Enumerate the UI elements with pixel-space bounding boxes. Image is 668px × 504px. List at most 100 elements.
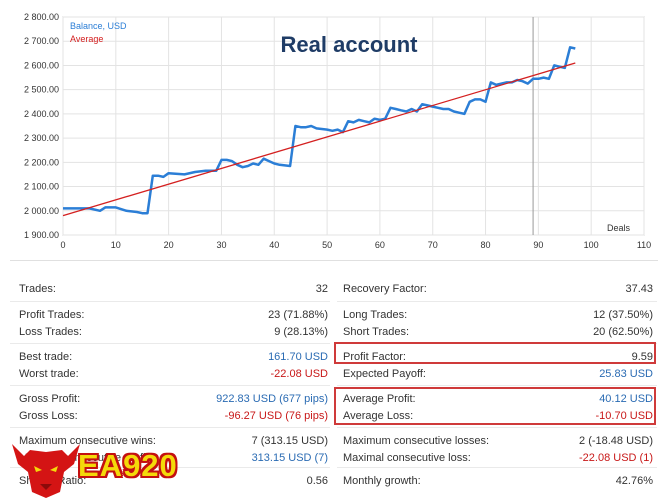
stat-row: Worst trade: -22.08 USD: [10, 366, 330, 383]
stats-divider: [10, 301, 330, 302]
stat-value: 313.15 USD (7): [251, 452, 328, 464]
x-tick-label: 100: [584, 240, 599, 250]
y-tick-label: 2 400.00: [24, 109, 59, 119]
stat-label: Average Profit:: [343, 393, 416, 405]
stat-row: Expected Payoff: 25.83 USD: [337, 366, 657, 383]
x-tick-label: 60: [375, 240, 385, 250]
plot-area: [62, 16, 645, 236]
stat-label: Best trade:: [19, 351, 73, 363]
x-tick-label: 30: [216, 240, 226, 250]
stat-label: Expected Payoff:: [343, 368, 426, 380]
stat-label: Maximum consecutive wins:: [19, 435, 156, 447]
x-tick-label: 10: [111, 240, 121, 250]
stats-divider: [10, 467, 330, 468]
stats-divider: [337, 385, 657, 386]
stat-value: 37.43: [625, 283, 653, 295]
stat-row: Average Profit: 40.12 USD: [337, 391, 657, 408]
y-tick-label: 2 200.00: [24, 157, 59, 167]
y-tick-label: 2 800.00: [24, 12, 59, 22]
stat-row: Maximum consecutive losses: 2 (-18.48 USD…: [337, 433, 657, 450]
stat-row: Profit Factor: 9.59: [337, 349, 657, 366]
stat-row: Monthly growth: 42.76%: [337, 473, 657, 490]
stat-row: Average Loss: -10.70 USD: [337, 408, 657, 425]
stat-value: 23 (71.88%): [268, 309, 328, 321]
y-axis: 1 900.00 2 000.00 2 100.00 2 200.00 2 300.00…: [24, 12, 59, 240]
stat-row: Profit Trades: 23 (71.88%): [10, 307, 330, 324]
stats-divider: [10, 427, 330, 428]
chart-legend: Balance, USD Average: [70, 21, 127, 44]
stat-row: Loss Trades: 9 (28.13%): [10, 324, 330, 341]
stat-label: Gross Profit:: [19, 393, 81, 405]
bull-head-icon: [12, 444, 80, 498]
stat-label: Average Loss:: [343, 410, 414, 422]
stat-label: Monthly growth:: [343, 475, 421, 487]
stat-label: Worst trade:: [19, 368, 79, 380]
x-tick-label: 110: [637, 240, 651, 250]
stat-row: Best trade: 161.70 USD: [10, 349, 330, 366]
stat-label: Maximum consecutive losses:: [343, 435, 490, 447]
stats-divider: [337, 427, 657, 428]
x-tick-label: 90: [533, 240, 543, 250]
stat-row: Trades: 32: [10, 281, 330, 298]
legend-average: Average: [70, 34, 103, 44]
highlight-profit-factor: [334, 342, 656, 364]
chart-title: Real account: [281, 32, 419, 57]
series-lines: [62, 46, 576, 217]
stat-row: Recovery Factor: 37.43: [337, 281, 657, 298]
stat-row: Short Trades: 20 (62.50%): [337, 324, 657, 341]
stat-value: -10.70 USD: [595, 410, 653, 422]
balance-line: [63, 46, 576, 215]
stat-value: 40.12 USD: [599, 393, 653, 405]
x-tick-label: 80: [481, 240, 491, 250]
y-tick-label: 2 300.00: [24, 133, 59, 143]
x-tick-label: 20: [164, 240, 174, 250]
stat-row: Maximal consecutive loss: -22.08 USD (1): [337, 450, 657, 467]
y-tick-label: 2 500.00: [24, 85, 59, 95]
x-axis-label: Deals: [607, 223, 631, 233]
stats-divider: [10, 385, 330, 386]
stat-label: Long Trades:: [343, 309, 408, 321]
stats-divider: [10, 343, 330, 344]
stat-value: 42.76%: [615, 475, 653, 487]
x-axis: 0 10 20 30 40 50 60 70 80 90 100 110: [60, 240, 651, 250]
y-tick-label: 2 700.00: [24, 36, 59, 46]
stat-value: 922.83 USD (677 pips): [216, 393, 328, 405]
stat-value: 9.59: [631, 351, 653, 363]
stat-value: 32: [315, 283, 328, 295]
balance-chart: 1 900.00 2 000.00 2 100.00 2 200.00 2 300.00…: [24, 12, 651, 250]
stat-value: 25.83 USD: [599, 368, 653, 380]
stat-label: Trades:: [19, 283, 56, 295]
stat-value: 0.56: [306, 475, 328, 487]
brand-logo-text: EA920: [78, 448, 178, 483]
stat-row: Long Trades: 12 (37.50%): [337, 307, 657, 324]
stats-divider: [337, 301, 657, 302]
stat-label: Loss Trades:: [19, 326, 82, 338]
y-tick-label: 2 000.00: [24, 206, 59, 216]
y-tick-label: 1 900.00: [24, 230, 59, 240]
stat-value: 12 (37.50%): [593, 309, 653, 321]
stat-label: Short Trades:: [343, 326, 410, 338]
x-tick-label: 70: [428, 240, 438, 250]
grid-lines: [62, 16, 645, 236]
stat-label: Maximal consecutive loss:: [343, 452, 471, 464]
stat-label: Gross Loss:: [19, 410, 78, 422]
y-tick-label: 2 600.00: [24, 60, 59, 70]
stat-value: 20 (62.50%): [593, 326, 653, 338]
y-tick-label: 2 100.00: [24, 182, 59, 192]
x-tick-label: 0: [60, 240, 65, 250]
stat-label: Profit Factor:: [343, 351, 406, 363]
x-tick-label: 50: [322, 240, 332, 250]
legend-balance: Balance, USD: [70, 21, 127, 31]
highlight-average-profit-loss: [334, 387, 656, 425]
stat-value: 7 (313.15 USD): [251, 435, 328, 447]
stat-value: 161.70 USD: [268, 351, 328, 363]
stat-value: 2 (-18.48 USD): [579, 435, 653, 447]
stat-row: Maximum consecutive wins: 7 (313.15 USD): [10, 433, 330, 450]
stat-value: -22.08 USD: [270, 368, 328, 380]
stat-label: Recovery Factor:: [343, 283, 427, 295]
stat-value: 9 (28.13%): [274, 326, 328, 338]
stat-label: Profit Trades:: [19, 309, 85, 321]
statistics-panel: Trades: 32 Profit Trades: 23 (71.88%) Loss T…: [10, 260, 658, 504]
stats-divider: [337, 467, 657, 468]
x-tick-label: 40: [269, 240, 279, 250]
